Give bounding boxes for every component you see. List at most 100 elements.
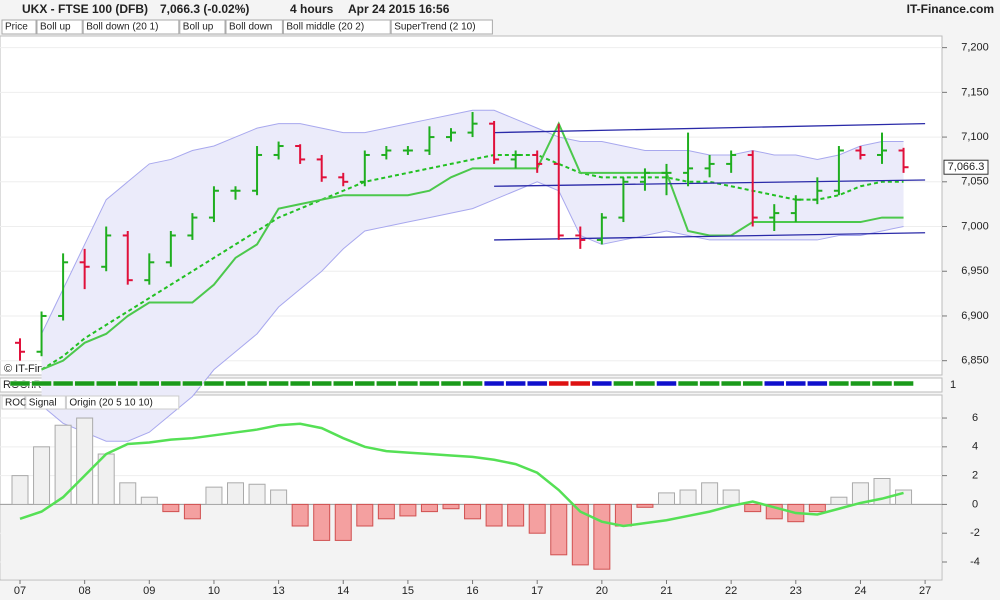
strip-cell xyxy=(634,380,656,387)
strip-cell xyxy=(699,380,720,387)
strip-cell xyxy=(828,380,850,387)
roc-bar xyxy=(97,453,115,505)
overlay-line xyxy=(41,181,904,442)
strip-cell xyxy=(9,380,31,387)
roc-bar xyxy=(162,503,180,513)
strip-cell xyxy=(419,380,440,387)
roc-bar xyxy=(183,503,201,520)
overlay-line xyxy=(41,121,904,371)
roc-bar xyxy=(485,503,503,527)
roc-bar xyxy=(76,417,94,505)
roc-bar xyxy=(679,489,697,505)
roc-bar xyxy=(636,503,654,508)
strip-cell xyxy=(52,380,74,387)
legend-button xyxy=(282,19,391,35)
strip-cell xyxy=(893,380,914,387)
roc-bar xyxy=(851,482,869,505)
y-tick-label: 2 xyxy=(972,470,978,482)
x-tick-label: 27 xyxy=(919,585,931,597)
roc-bar xyxy=(830,496,848,505)
legend-label: Signal xyxy=(29,398,57,409)
roc-bar xyxy=(528,503,546,534)
roc-bar xyxy=(722,489,740,505)
roc-bar xyxy=(808,503,826,513)
overlay-line xyxy=(41,109,904,335)
roc-bar xyxy=(227,482,244,505)
x-tick-label: 13 xyxy=(272,585,284,597)
x-tick-label: 20 xyxy=(596,585,608,597)
y-tick-label: -4 xyxy=(970,556,980,568)
overlay-line xyxy=(41,153,904,371)
strip-cell xyxy=(117,380,138,387)
strip-cell xyxy=(526,380,548,387)
y-tick-label: 6,850 xyxy=(961,355,989,367)
legend-button-label: Boll down xyxy=(229,22,272,33)
roc-bar xyxy=(140,496,158,505)
last-price-label: 7,066.3 xyxy=(948,161,985,173)
legend-button xyxy=(390,19,493,35)
roc-bar xyxy=(313,503,331,541)
legend-button xyxy=(1,395,26,410)
trendline xyxy=(494,123,926,134)
roc-bar xyxy=(614,503,632,527)
roc-bar xyxy=(356,503,374,527)
strip-cell xyxy=(333,380,354,387)
roc-bar xyxy=(744,503,762,513)
symbol: UKX - FTSE 100 (DFB) xyxy=(22,2,148,16)
signal-line xyxy=(19,422,904,528)
brand: IT-Finance.com xyxy=(907,2,994,16)
legend-button-label: Boll down (20 1) xyxy=(86,22,158,33)
roc-bar xyxy=(895,489,913,505)
x-tick-label: 24 xyxy=(854,585,866,597)
strip-cell xyxy=(677,380,699,387)
roc-bar xyxy=(205,486,223,505)
strip-cell xyxy=(613,380,634,387)
strip-cell xyxy=(785,380,807,387)
legend-button-label: Boll middle (20 2) xyxy=(286,22,364,33)
roc-bar xyxy=(701,482,719,505)
x-tick-label: 21 xyxy=(660,585,672,597)
legend-label: Origin (20 5 10 10) xyxy=(69,398,152,409)
strip-cell xyxy=(397,380,419,387)
x-tick-label: 08 xyxy=(79,585,91,597)
strip-cell xyxy=(807,380,828,387)
trendline xyxy=(494,232,926,241)
strip-cell xyxy=(268,380,289,387)
roc-bar xyxy=(119,482,137,505)
legend-button xyxy=(25,395,66,410)
legend-button xyxy=(36,19,83,35)
roc-bar xyxy=(291,503,309,527)
legend-button xyxy=(1,19,37,35)
strip-cell xyxy=(74,380,95,387)
strip-cell xyxy=(742,380,763,387)
x-tick-label: 17 xyxy=(531,585,543,597)
y-tick-label: 6 xyxy=(972,412,978,424)
strip-label: 1 xyxy=(950,379,956,391)
strip-cell xyxy=(139,380,160,387)
y-tick-label: 7,150 xyxy=(961,86,989,98)
y-tick-label: 4 xyxy=(972,441,978,453)
strip-cell xyxy=(246,380,268,387)
roc-bar xyxy=(399,503,417,517)
strip-cell xyxy=(570,380,591,387)
strip-cell xyxy=(656,380,677,387)
roc-bar xyxy=(571,503,589,566)
strip-cell xyxy=(182,380,203,387)
trendline xyxy=(494,179,926,187)
y-tick-label: -2 xyxy=(970,527,980,539)
y-tick-label: 7,000 xyxy=(961,220,989,232)
x-tick-label: 10 xyxy=(208,585,220,597)
x-tick-label: 23 xyxy=(790,585,802,597)
roc-bar xyxy=(334,503,352,541)
x-tick-label: 09 xyxy=(143,585,155,597)
strip-cell xyxy=(462,380,483,387)
legend-button xyxy=(225,19,283,35)
roc-bar xyxy=(248,483,266,505)
date: Apr 24 2015 16:56 xyxy=(348,2,450,16)
legend-button xyxy=(65,395,180,410)
strip-cell xyxy=(354,380,376,387)
legend-button xyxy=(179,19,226,35)
roc-bar xyxy=(593,503,611,570)
strip-cell xyxy=(720,380,742,387)
roc-bar xyxy=(507,503,525,527)
